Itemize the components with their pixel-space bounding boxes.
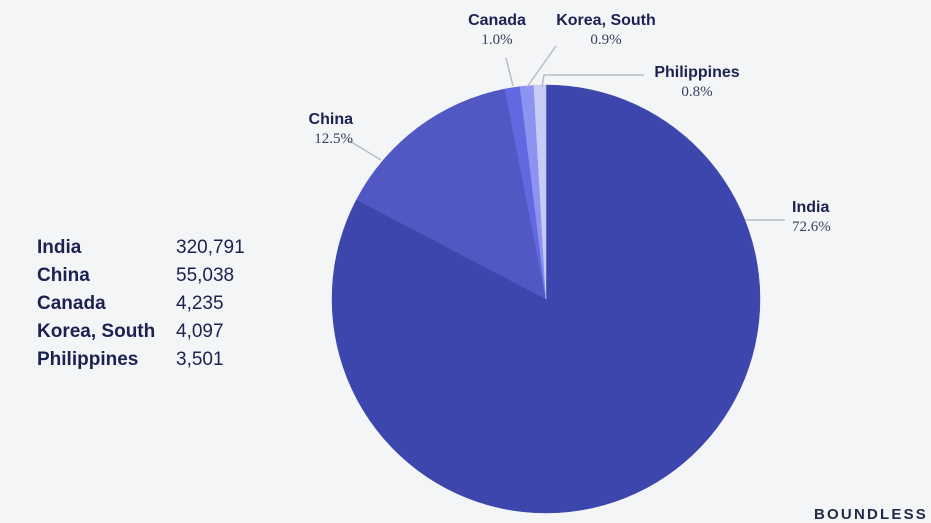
- values-table: India 320,791 China 55,038 Canada 4,235 …: [37, 234, 297, 374]
- country-value: 320,791: [176, 237, 245, 258]
- brand-logo: BOUNDLESS: [814, 506, 928, 523]
- leader-line: [505, 57, 514, 87]
- country-name: Canada: [37, 293, 106, 314]
- slice-percent: 12.5%: [314, 131, 353, 147]
- country-name: India: [37, 237, 82, 258]
- country-name: Korea, South: [37, 321, 156, 342]
- country-name: Philippines: [37, 349, 139, 370]
- slice-label: Philippines: [654, 64, 739, 81]
- slice-percent: 0.9%: [590, 32, 621, 48]
- pie-slice-philippines: [533, 84, 547, 300]
- country-value: 4,235: [176, 293, 224, 314]
- pie-slices: [331, 84, 761, 514]
- slice-label: China: [309, 111, 354, 128]
- leader-line: [526, 45, 557, 88]
- slice-label: Canada: [468, 12, 526, 29]
- slice-percent: 1.0%: [481, 32, 512, 48]
- slice-percent: 72.6%: [792, 219, 831, 235]
- table-row: Philippines 3,501: [37, 346, 297, 374]
- pie-slice-china: [356, 88, 547, 300]
- table-row: India 320,791: [37, 234, 297, 262]
- table-row: Korea, South 4,097: [37, 318, 297, 346]
- leader-line: [347, 139, 382, 161]
- country-value: 4,097: [176, 321, 224, 342]
- leader-line: [541, 74, 644, 88]
- country-name: China: [37, 265, 90, 286]
- country-value: 55,038: [176, 265, 235, 286]
- pie-labels: India 72.6% China 12.5% Canada 1.0% Korea, Sou…: [309, 12, 831, 235]
- slice-label: India: [792, 199, 829, 216]
- slice-label: Korea, South: [556, 12, 656, 29]
- table-row: China 55,038: [37, 262, 297, 290]
- table-row: Canada 4,235: [37, 290, 297, 318]
- slice-percent: 0.8%: [681, 84, 712, 100]
- country-value: 3,501: [176, 349, 224, 370]
